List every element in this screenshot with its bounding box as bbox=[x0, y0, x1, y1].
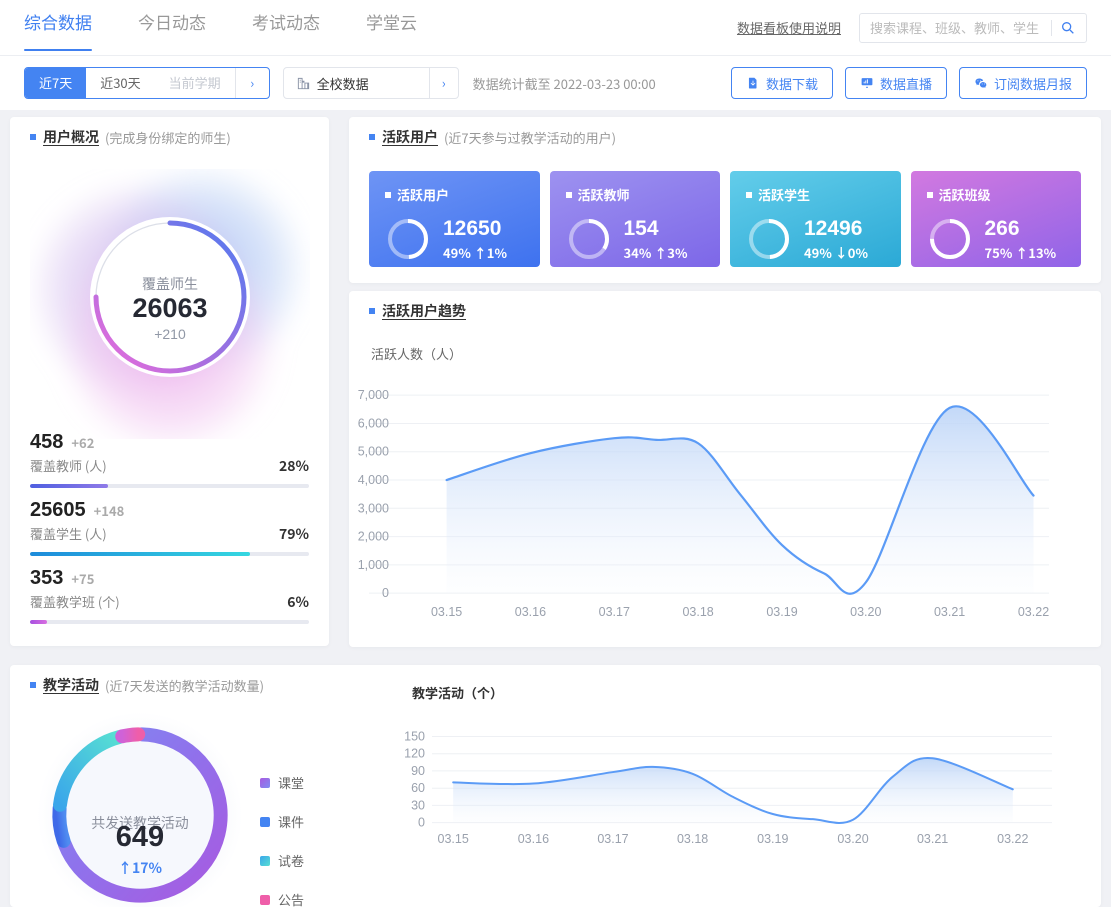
svg-text:03.15: 03.15 bbox=[438, 832, 469, 846]
svg-text:120: 120 bbox=[404, 747, 425, 761]
svg-text:7,000: 7,000 bbox=[358, 388, 389, 402]
svg-text:0: 0 bbox=[418, 816, 425, 830]
svg-text:覆盖师生: 覆盖师生 bbox=[142, 274, 198, 294]
svg-text:+210: +210 bbox=[154, 326, 186, 342]
svg-text:1,000: 1,000 bbox=[358, 558, 389, 572]
svg-text:03.22: 03.22 bbox=[997, 832, 1028, 846]
svg-text:60: 60 bbox=[411, 781, 425, 795]
svg-text:6,000: 6,000 bbox=[358, 416, 389, 430]
svg-text:03.22: 03.22 bbox=[1018, 605, 1049, 619]
svg-text:03.18: 03.18 bbox=[682, 605, 713, 619]
svg-text:03.15: 03.15 bbox=[431, 605, 462, 619]
svg-text:03.18: 03.18 bbox=[677, 832, 708, 846]
svg-text:90: 90 bbox=[411, 764, 425, 778]
svg-text:4,000: 4,000 bbox=[358, 473, 389, 487]
svg-text:03.19: 03.19 bbox=[757, 832, 788, 846]
svg-text:03.21: 03.21 bbox=[917, 832, 948, 846]
svg-text:2,000: 2,000 bbox=[358, 530, 389, 544]
svg-text:5,000: 5,000 bbox=[358, 445, 389, 459]
svg-text:03.17: 03.17 bbox=[599, 605, 630, 619]
svg-text:3,000: 3,000 bbox=[358, 501, 389, 515]
svg-text:03.17: 03.17 bbox=[597, 832, 628, 846]
svg-text:03.21: 03.21 bbox=[934, 605, 965, 619]
svg-text:03.16: 03.16 bbox=[515, 605, 546, 619]
svg-text:03.19: 03.19 bbox=[766, 605, 797, 619]
svg-text:30: 30 bbox=[411, 798, 425, 812]
svg-text:03.20: 03.20 bbox=[837, 832, 868, 846]
svg-text:03.16: 03.16 bbox=[518, 832, 549, 846]
svg-text:150: 150 bbox=[404, 730, 425, 744]
svg-text:0: 0 bbox=[382, 586, 389, 600]
svg-text:26063: 26063 bbox=[132, 293, 207, 323]
svg-text:03.20: 03.20 bbox=[850, 605, 881, 619]
